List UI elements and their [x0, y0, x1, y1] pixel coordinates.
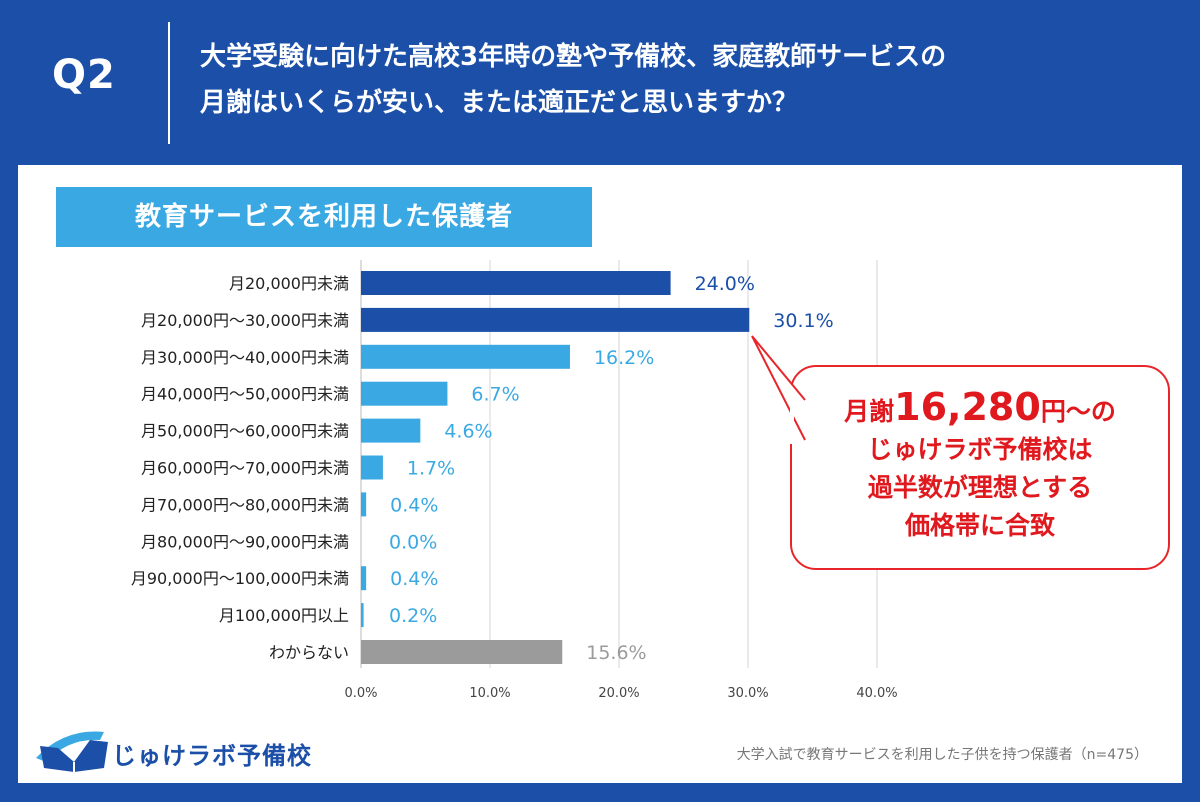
- bar: [361, 381, 448, 406]
- value-label: 0.4%: [390, 494, 438, 516]
- x-tick-label: 20.0%: [598, 686, 639, 701]
- x-tick-label: 30.0%: [727, 686, 768, 701]
- callout-line-1-post: 円～の: [1040, 397, 1116, 426]
- value-label: 0.0%: [389, 531, 437, 553]
- logo-text: じゅけラボ予備校: [112, 742, 312, 770]
- category-label: 月70,000円～80,000円未満: [141, 495, 349, 514]
- value-label: 4.6%: [444, 421, 492, 443]
- category-label: 月30,000円～40,000円未満: [141, 348, 349, 367]
- x-tick-label: 10.0%: [469, 686, 510, 701]
- value-label: 24.0%: [695, 273, 755, 295]
- callout-price: 16,280: [894, 385, 1041, 429]
- value-label: 16.2%: [594, 347, 654, 369]
- callout-line-4: 価格帯に合致: [904, 511, 1055, 540]
- bar: [361, 418, 421, 443]
- value-label: 0.2%: [389, 605, 437, 627]
- question-line-1: 大学受験に向けた高校3年時の塾や予備校、家庭教師サービスの: [200, 42, 947, 72]
- value-label: 6.7%: [471, 384, 519, 406]
- value-label: 0.4%: [390, 568, 438, 590]
- category-label: 月60,000円～70,000円未満: [141, 459, 349, 478]
- bar: [361, 640, 563, 664]
- source-footnote: 大学入試で教育サービスを利用した子供を持つ保護者（n=475）: [736, 747, 1148, 763]
- book-logo-icon: [36, 731, 108, 772]
- callout-line-2: じゅけラボ予備校は: [867, 435, 1093, 464]
- respondent-group-label: 教育サービスを利用した保護者: [56, 187, 592, 247]
- category-label: 月20,000円未満: [229, 274, 349, 293]
- question-number: Q2: [52, 52, 116, 98]
- bar: [361, 566, 367, 591]
- value-label: 15.6%: [586, 642, 646, 664]
- callout-line-3: 過半数が理想とする: [867, 473, 1093, 502]
- category-label: 月100,000円以上: [219, 606, 349, 625]
- x-tick-label: 40.0%: [856, 686, 897, 701]
- question-text: 大学受験に向けた高校3年時の塾や予備校、家庭教師サービスの 月謝はいくらが安い、…: [200, 34, 1180, 126]
- header-divider: [168, 22, 170, 144]
- category-label: 月50,000円～60,000円未満: [141, 422, 349, 441]
- x-tick-label: 0.0%: [344, 686, 377, 701]
- category-label: 月40,000円～50,000円未満: [141, 385, 349, 404]
- category-label: 月20,000円～30,000円未満: [141, 311, 349, 330]
- category-label: 月90,000円～100,000円未満: [131, 569, 349, 588]
- bar: [361, 271, 671, 295]
- callout-line-1: 月謝16,280円～の: [790, 388, 1170, 431]
- callout-box: [790, 365, 1170, 570]
- category-label: 月80,000円～90,000円未満: [141, 532, 349, 551]
- callout-text: 月謝16,280円～の じゅけラボ予備校は 過半数が理想とする 価格帯に合致: [790, 388, 1170, 545]
- value-label: 30.1%: [773, 310, 833, 332]
- header: Q2 大学受験に向けた高校3年時の塾や予備校、家庭教師サービスの 月謝はいくらが…: [0, 0, 1200, 165]
- category-label: わからない: [269, 643, 349, 662]
- bar: [361, 455, 383, 480]
- bar: [361, 307, 750, 332]
- value-label: 1.7%: [407, 458, 455, 480]
- callout-line-1-pre: 月謝: [844, 397, 895, 426]
- bar: [361, 492, 367, 517]
- bar: [361, 344, 570, 369]
- question-line-2: 月謝はいくらが安い、または適正だと思いますか？: [200, 88, 799, 118]
- bar: [361, 603, 364, 628]
